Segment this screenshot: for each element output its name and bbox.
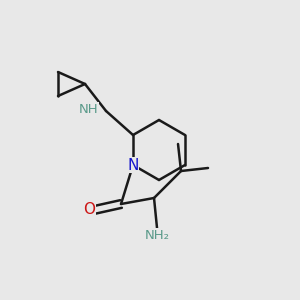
Text: NH: NH: [79, 103, 98, 116]
Text: NH₂: NH₂: [145, 229, 169, 242]
Text: O: O: [83, 202, 95, 217]
Text: N: N: [127, 158, 139, 172]
